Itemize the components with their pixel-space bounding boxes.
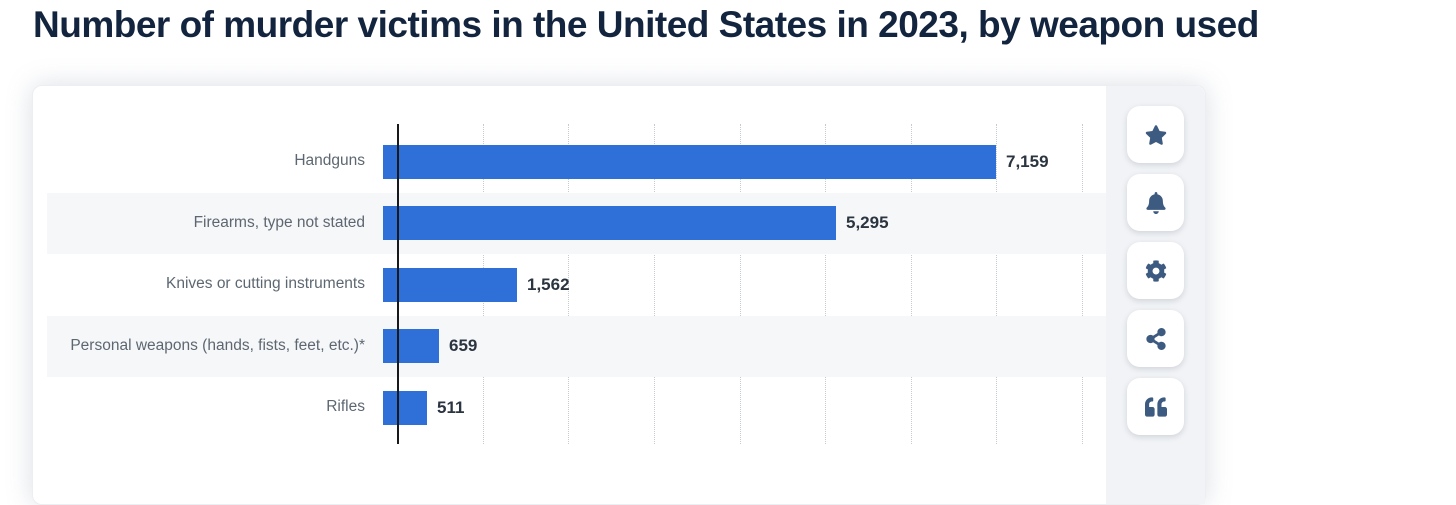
bar-chart: Handguns 7,159 Firearms, type not stated… (47, 131, 1106, 439)
action-sidebar (1106, 86, 1205, 504)
chart-card: Handguns 7,159 Firearms, type not stated… (32, 85, 1206, 505)
value-label: 659 (449, 336, 478, 356)
gear-icon (1145, 259, 1166, 282)
bar-firearms-not-stated[interactable] (383, 206, 836, 240)
category-label: Handguns (294, 152, 365, 170)
gridline (825, 124, 826, 444)
category-label: Knives or cutting instruments (165, 275, 365, 293)
value-label: 5,295 (846, 213, 889, 233)
quote-icon (1144, 396, 1167, 417)
bar-zone: 659 (383, 316, 1106, 378)
bar-zone: 511 (383, 377, 1106, 439)
value-label: 511 (437, 397, 465, 417)
page-title: Number of murder victims in the United S… (33, 4, 1259, 45)
value-label: 1,562 (527, 274, 570, 294)
bar-zone: 7,159 (383, 131, 1106, 193)
bar-rifles[interactable] (383, 390, 427, 425)
category-label: Personal weapons (hands, fists, feet, et… (70, 336, 365, 354)
bell-icon (1145, 191, 1166, 214)
bar-row: Rifles 511 (47, 377, 1106, 439)
category-label: Firearms, type not stated (193, 213, 365, 231)
bar-row: Personal weapons (hands, fists, feet, et… (47, 315, 1106, 378)
value-label: 7,159 (1006, 151, 1049, 171)
favorite-button[interactable] (1127, 106, 1184, 163)
gridline (568, 124, 569, 444)
bar-handguns[interactable] (383, 144, 996, 179)
gridline (911, 124, 912, 444)
gridline (996, 124, 997, 444)
cite-button[interactable] (1127, 378, 1184, 435)
gridline (1082, 124, 1083, 444)
bar-zone: 1,562 (383, 254, 1106, 316)
bar-knives[interactable] (383, 267, 517, 302)
category-label: Rifles (326, 398, 365, 416)
bar-zone: 5,295 (383, 193, 1106, 255)
gridline (654, 124, 655, 444)
share-icon (1145, 327, 1166, 350)
y-axis-line (397, 124, 399, 444)
settings-button[interactable] (1127, 242, 1184, 299)
bar-personal-weapons[interactable] (383, 329, 439, 363)
bar-row: Knives or cutting instruments 1,562 (47, 254, 1106, 316)
gridline (740, 124, 741, 444)
share-button[interactable] (1127, 310, 1184, 367)
bar-row: Firearms, type not stated 5,295 (47, 192, 1106, 255)
star-icon (1145, 124, 1166, 145)
bar-row: Handguns 7,159 (47, 131, 1106, 193)
notifications-button[interactable] (1127, 174, 1184, 231)
